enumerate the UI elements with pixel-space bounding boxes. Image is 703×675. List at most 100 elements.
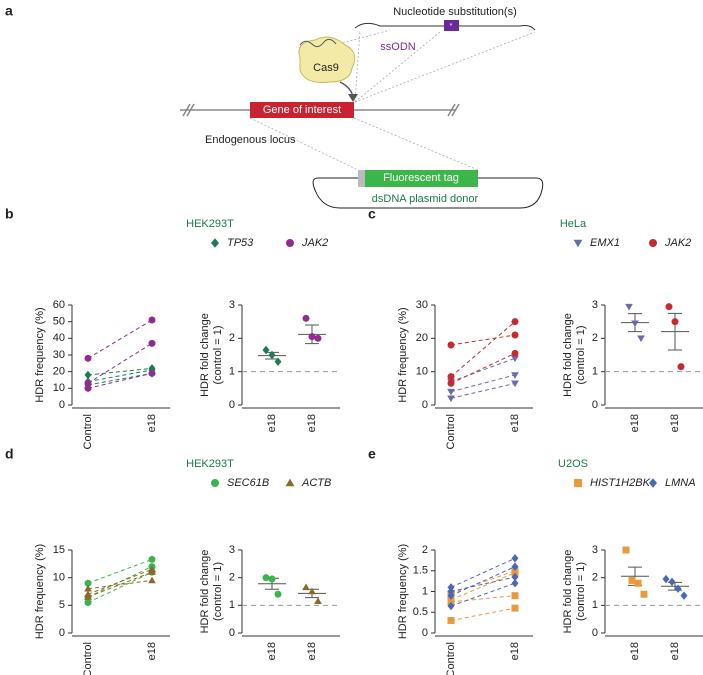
point — [511, 380, 519, 388]
point — [677, 363, 685, 371]
pair-line — [450, 321, 516, 378]
x-tick-label: e18 — [266, 414, 278, 432]
x-tick-label: Control — [82, 414, 94, 449]
y-tick-label: 2 — [422, 544, 428, 556]
y-tick-label: 60 — [53, 299, 65, 311]
diagram-label: Fluorescent tag — [383, 172, 459, 184]
y-tick-label: 15 — [53, 544, 65, 556]
pair-line — [450, 607, 516, 622]
point — [447, 373, 455, 381]
substitution-box — [444, 20, 459, 31]
point — [84, 384, 92, 392]
y-tick-label: 2 — [592, 572, 598, 584]
panel-title: U2OS — [558, 458, 588, 470]
point — [662, 574, 670, 584]
point — [628, 576, 636, 584]
y-axis-label: HDR fold change — [562, 550, 574, 634]
y-axis-label: HDR fold change — [199, 550, 211, 634]
point — [308, 333, 316, 341]
legend-marker — [211, 479, 219, 487]
legend-marker — [574, 479, 582, 487]
x-tick-label: e18 — [509, 414, 521, 432]
legend-label: ACTB — [301, 477, 331, 489]
pair-line — [87, 566, 153, 598]
x-tick-label: e18 — [629, 414, 641, 432]
y-tick-label: 40 — [53, 332, 65, 344]
diagram: a Nucleotide substitution(s) * ssODN Cas… — [5, 3, 544, 209]
point — [447, 591, 455, 600]
point — [447, 395, 455, 403]
legend-label: JAK2 — [301, 237, 328, 249]
pair-line — [450, 595, 516, 603]
point — [447, 379, 455, 387]
guide-rna — [299, 38, 337, 48]
legend-label: TP53 — [227, 237, 254, 249]
point — [262, 574, 270, 582]
panel-letter: d — [5, 446, 14, 462]
x-tick-label: e18 — [266, 642, 278, 660]
diagram-label: dsDNA plasmid donor — [372, 193, 479, 205]
y-tick-label: 1 — [229, 366, 235, 378]
point — [640, 590, 648, 598]
y-axis-label: (control = 1) — [575, 326, 587, 385]
point — [511, 572, 519, 582]
x-tick-label: e18 — [669, 414, 681, 432]
point — [84, 379, 92, 387]
y-tick-label: 0 — [229, 399, 235, 411]
pair-line — [450, 382, 516, 399]
point — [148, 576, 156, 584]
point — [511, 331, 519, 339]
point — [148, 369, 156, 377]
legend-marker — [649, 239, 657, 247]
y-tick-label: 1 — [592, 366, 598, 378]
y-tick-label: 1 — [422, 585, 428, 597]
y-axis-label: (control = 1) — [212, 326, 224, 385]
x-tick-label: e18 — [306, 642, 318, 660]
y-axis-label: HDR frequency (%) — [34, 307, 46, 402]
pair-line — [450, 374, 516, 393]
point — [148, 316, 156, 324]
point — [84, 599, 92, 607]
point — [511, 579, 519, 588]
point — [680, 591, 688, 600]
point — [671, 318, 679, 326]
legend-marker — [649, 478, 657, 488]
pair-line — [450, 352, 516, 384]
point — [274, 590, 282, 598]
plasmid-element — [358, 170, 365, 187]
point — [634, 579, 642, 587]
point — [447, 617, 455, 625]
point — [274, 357, 282, 366]
point — [511, 554, 519, 563]
pair-line — [87, 372, 153, 389]
point — [84, 593, 92, 600]
point — [148, 555, 156, 563]
y-tick-label: 10 — [53, 382, 65, 394]
y-tick-label: 0 — [422, 627, 428, 639]
pair-line — [450, 570, 516, 595]
y-tick-label: 30 — [416, 299, 428, 311]
point — [148, 568, 156, 575]
pair-line — [87, 369, 153, 383]
pair-line — [450, 582, 516, 607]
y-tick-label: 20 — [53, 366, 65, 378]
y-tick-label: 0 — [59, 627, 65, 639]
pair-line — [450, 572, 516, 601]
point — [314, 334, 322, 342]
arrow-head — [348, 94, 358, 102]
x-tick-label: e18 — [509, 642, 521, 660]
y-tick-label: 10 — [416, 366, 428, 378]
y-tick-label: 0 — [592, 627, 598, 639]
guide-line — [354, 29, 361, 103]
diagram-label: Endogenous locus — [205, 134, 296, 146]
legend-label: LMNA — [665, 477, 696, 489]
point — [148, 339, 156, 347]
x-tick-label: Control — [445, 642, 457, 675]
pair-line — [450, 557, 516, 588]
pair-line — [87, 319, 153, 359]
y-axis-label: (control = 1) — [212, 562, 224, 621]
plasmid — [312, 177, 544, 209]
point — [268, 350, 276, 360]
point — [637, 335, 645, 343]
y-axis-label: HDR fold change — [199, 313, 211, 397]
